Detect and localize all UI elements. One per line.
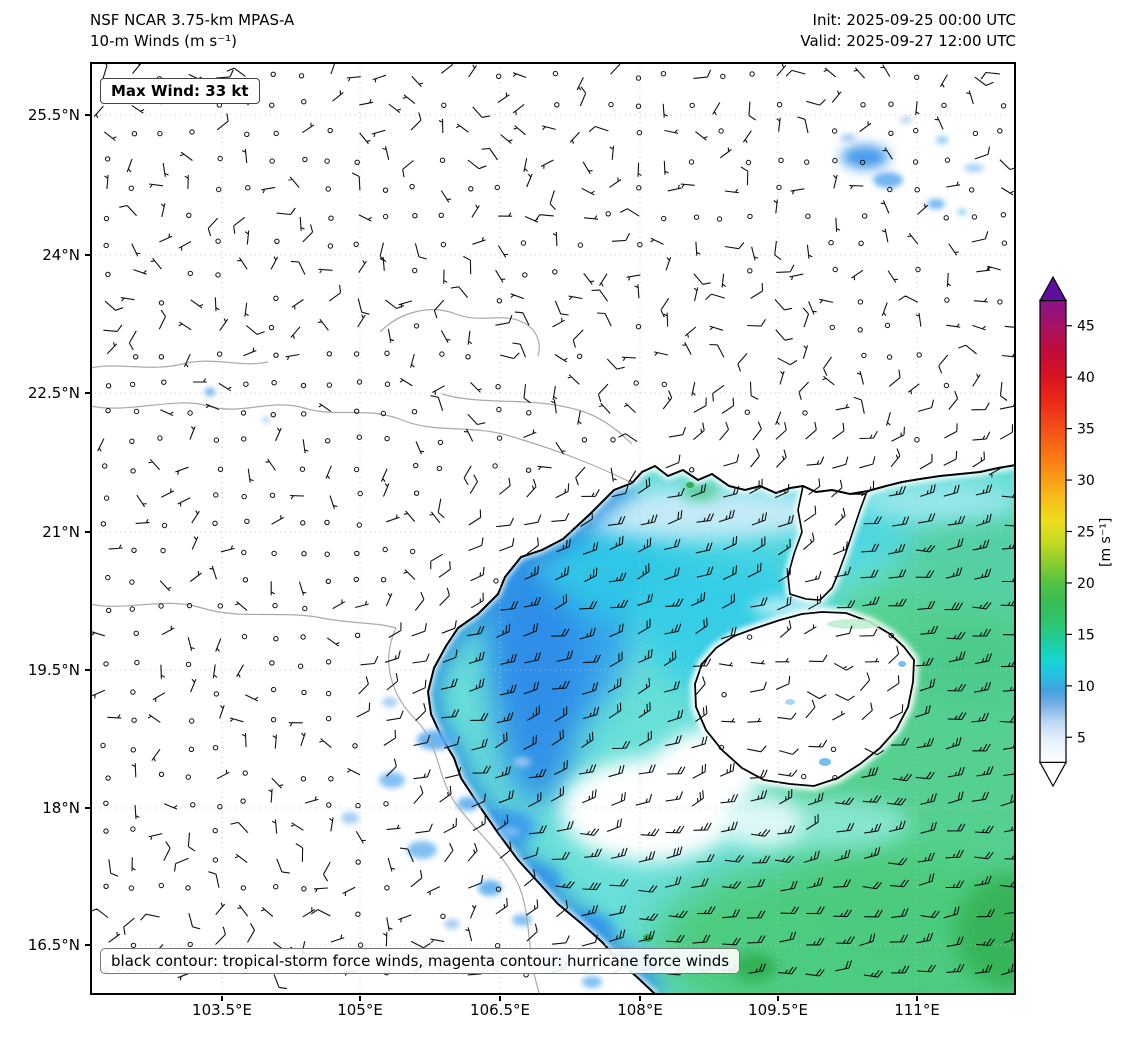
x-tick-mark — [499, 996, 501, 1001]
colorbar-tick-label: 40 — [1077, 370, 1095, 386]
colorbar-tick-label: 5 — [1077, 730, 1086, 746]
colorbar-arrow-top — [1038, 275, 1068, 302]
model-title: NSF NCAR 3.75-km MPAS-A — [90, 11, 295, 29]
x-tick-mark — [777, 996, 779, 1001]
colorbar-tick-label: 10 — [1077, 679, 1095, 695]
colorbar-tick-label: 15 — [1077, 627, 1095, 643]
x-tick-label: 103.5°E — [192, 1001, 252, 1019]
admin-boundaries — [90, 309, 633, 995]
colorbar-tick-label: 20 — [1077, 576, 1095, 592]
valid-time-label: Valid: 2025-09-27 12:00 UTC — [800, 32, 1016, 50]
x-tick-label: 111°E — [894, 1001, 940, 1019]
y-tick-label: 24°N — [42, 246, 80, 264]
init-time-label: Init: 2025-09-25 00:00 UTC — [812, 11, 1016, 29]
colorbar: 5 10 15 20 25 30 35 40 45 — [1038, 275, 1095, 788]
field-title: 10-m Winds (m s⁻¹) — [90, 32, 237, 50]
colorbar-tick-label: 25 — [1077, 525, 1095, 541]
wind-barbs — [90, 62, 1016, 990]
y-tick-label: 22.5°N — [27, 384, 80, 402]
colorbar-tick-label: 35 — [1077, 422, 1095, 438]
map-plot: Max Wind: 33 kt black contour: tropical-… — [90, 62, 1016, 995]
y-tick-label: 21°N — [42, 523, 80, 541]
colorbar-gradient — [1039, 299, 1067, 764]
coastline — [631, 464, 1016, 496]
contour-caption: black contour: tropical-storm force wind… — [100, 948, 741, 974]
wind-map — [90, 62, 1016, 995]
colorbar-tick-label: 30 — [1077, 473, 1095, 489]
y-tick-label: 19.5°N — [27, 661, 80, 679]
coastline — [426, 482, 657, 995]
inland-wind-patches — [205, 117, 984, 988]
y-tick-label: 16.5°N — [27, 936, 80, 954]
x-tick-label: 105°E — [337, 1001, 383, 1019]
x-tick-label: 109.5°E — [748, 1001, 808, 1019]
colorbar-arrow-bottom — [1038, 761, 1068, 788]
graticule — [90, 62, 1016, 995]
y-tick-label: 18°N — [42, 799, 80, 817]
y-tick-label: 25.5°N — [27, 106, 80, 124]
x-tick-mark — [916, 996, 918, 1001]
hainan-island — [694, 611, 915, 787]
x-tick-mark — [221, 996, 223, 1001]
plot-frame — [90, 62, 1016, 995]
x-tick-mark — [359, 996, 361, 1001]
colorbar-unit-label: [m s⁻¹] — [1098, 517, 1114, 567]
colorbar-tick-label: 45 — [1077, 319, 1095, 335]
max-wind-badge: Max Wind: 33 kt — [100, 78, 260, 104]
x-tick-label: 106.5°E — [470, 1001, 530, 1019]
x-tick-label: 108°E — [617, 1001, 663, 1019]
x-tick-mark — [639, 996, 641, 1001]
